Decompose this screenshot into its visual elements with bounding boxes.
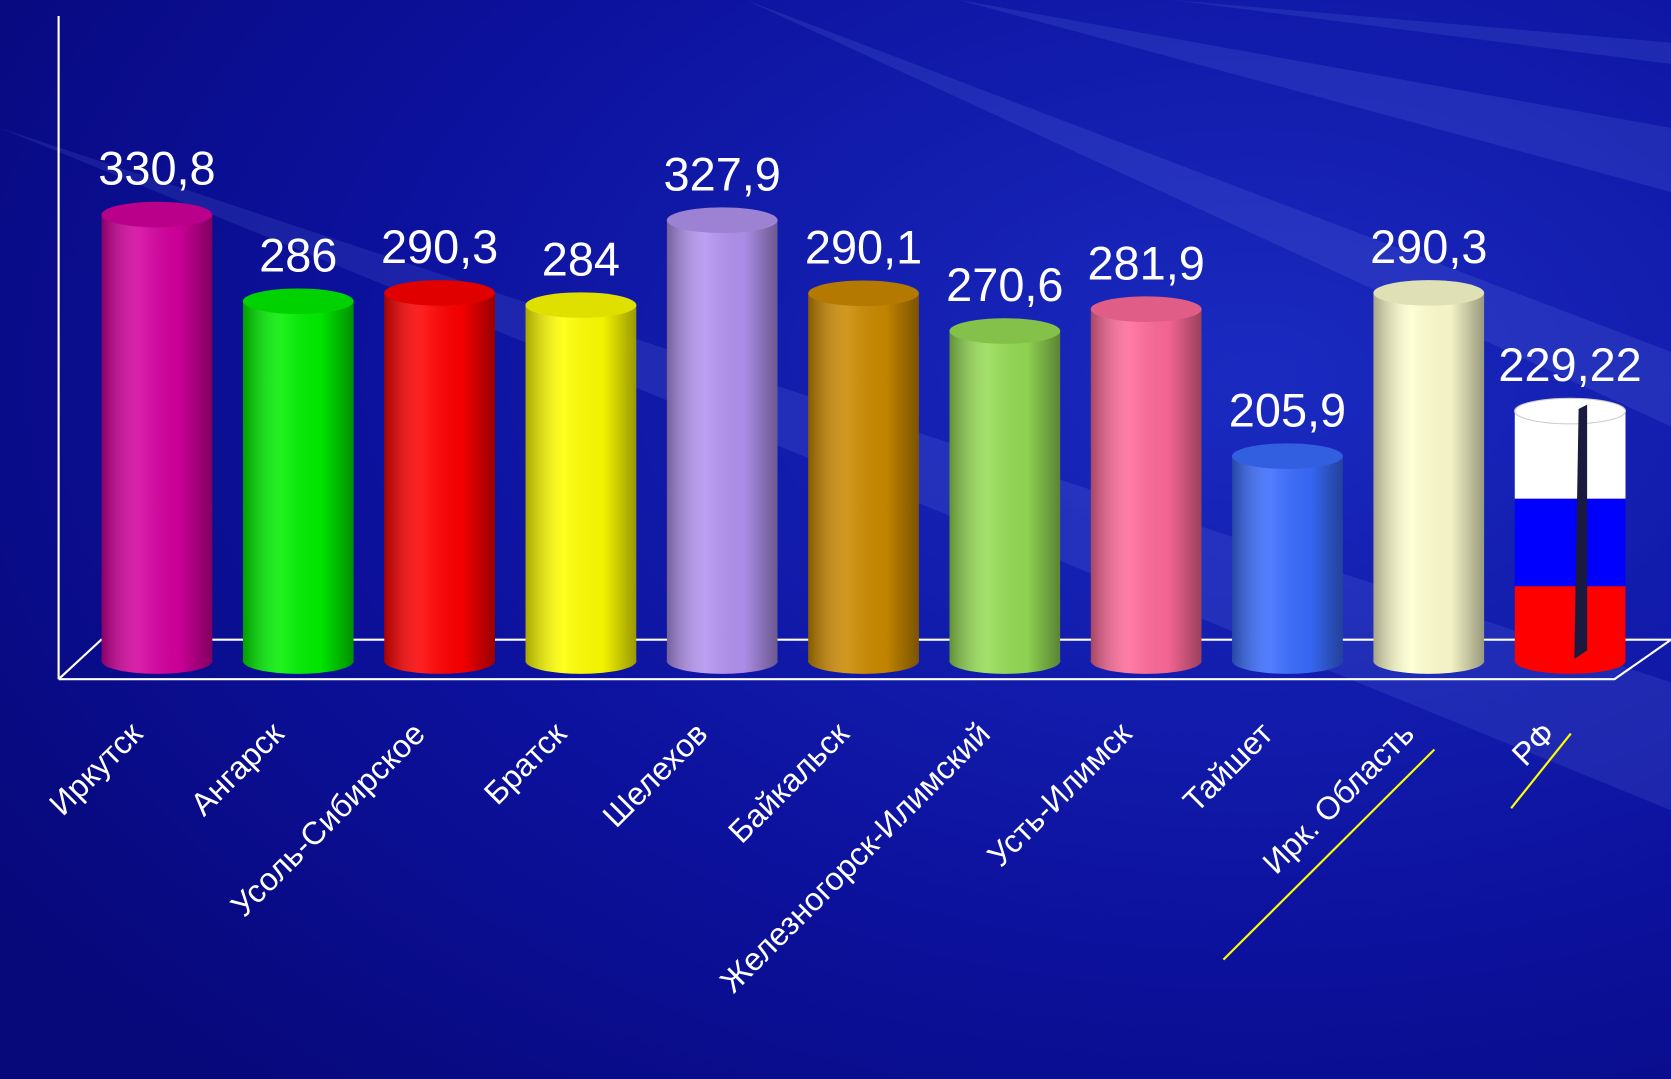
value-label: 229,22 <box>1498 339 1641 391</box>
bar-shade <box>1232 456 1343 674</box>
bar-top-shade <box>101 201 213 228</box>
cylinder <box>1373 280 1485 674</box>
bar-shade <box>525 305 637 674</box>
cylinder <box>666 207 778 674</box>
bar-top <box>1232 443 1343 469</box>
value-label: 286 <box>259 229 337 281</box>
bar-top <box>666 207 778 233</box>
bar-top <box>1373 280 1485 306</box>
bar-shade <box>949 331 1061 674</box>
cylinder <box>808 280 919 674</box>
flag-stripe <box>1514 498 1626 588</box>
bar-top <box>525 292 637 318</box>
bar-top-shade <box>666 207 778 233</box>
flag-stripe <box>1514 586 1626 674</box>
cylinder <box>1232 443 1343 674</box>
value-label: 205,9 <box>1229 384 1346 436</box>
bar-shade <box>1090 309 1202 674</box>
value-label: 330,8 <box>98 143 215 195</box>
bar-top <box>384 280 496 306</box>
value-label: 270,6 <box>946 259 1063 311</box>
bar-top <box>808 280 919 307</box>
flag-stripe <box>1514 411 1626 500</box>
bar-shade <box>101 214 213 674</box>
bar-top <box>101 201 213 228</box>
bar <box>1515 411 1626 661</box>
bar-top <box>1090 296 1202 322</box>
cylinder <box>384 280 496 674</box>
bar-shade <box>808 293 919 674</box>
flag-pole <box>1574 404 1588 659</box>
bar-top-shade <box>525 292 637 318</box>
cylinder <box>949 318 1061 674</box>
value-label: 290,1 <box>805 221 922 273</box>
value-label: 290,3 <box>381 221 498 273</box>
bar-shade <box>384 292 496 674</box>
value-label: 281,9 <box>1087 237 1204 289</box>
bar-shade <box>1373 292 1485 674</box>
axes <box>57 15 1671 681</box>
bar-top-shade <box>1232 443 1343 469</box>
decor-line <box>1510 732 1572 809</box>
value-label: 327,9 <box>664 148 781 200</box>
bar-top-shade <box>949 318 1061 344</box>
bar-top <box>949 318 1061 344</box>
bar-shade <box>242 301 354 674</box>
value-label: 284 <box>542 233 620 285</box>
bar-top-shade <box>1373 280 1485 306</box>
cylinder <box>1514 397 1627 674</box>
bar-top <box>1514 397 1627 425</box>
cylinder <box>1090 296 1202 674</box>
cylinder <box>242 288 354 674</box>
bar-top-shade <box>242 288 354 315</box>
bar-top <box>242 288 354 315</box>
decor-line <box>1222 748 1436 961</box>
bar-shade <box>666 220 778 674</box>
bar-top-shade <box>808 280 919 307</box>
value-label: 290,3 <box>1370 221 1487 273</box>
cylinder <box>101 201 213 674</box>
cylinder <box>525 292 637 674</box>
bar-top-shade <box>384 280 496 306</box>
bar-top-shade <box>1090 296 1202 322</box>
